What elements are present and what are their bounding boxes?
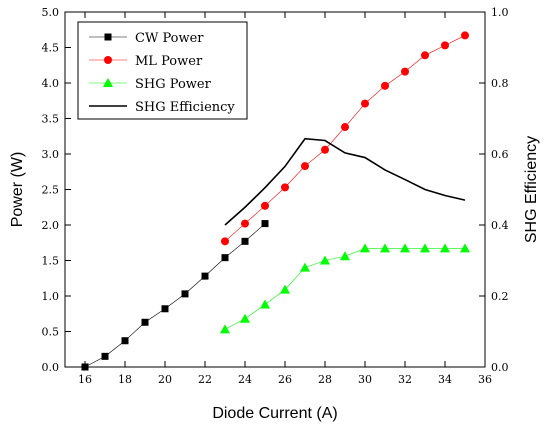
legend: CW Power ML Power SHG Power SHG Efficiency [78, 22, 247, 119]
y2-tick-label: 0.2 [491, 290, 509, 303]
shg-power-point [360, 243, 370, 252]
y2-tick-label: 0.8 [491, 77, 509, 90]
shg-power-point [260, 300, 270, 309]
shg-power-point [380, 243, 390, 252]
x-tick-label: 22 [198, 373, 212, 386]
ml-power-point [401, 68, 409, 76]
cw-power-point [142, 319, 149, 326]
shg-efficiency-line [225, 139, 465, 225]
cw-power-point [202, 273, 209, 280]
legend-cw-power-label: CW Power [135, 31, 204, 46]
x-tick-label: 16 [78, 373, 92, 386]
y-tick-label: 4.5 [42, 42, 60, 55]
x-tick-label: 26 [278, 373, 292, 386]
x-tick-label: 24 [238, 373, 252, 386]
cw-power-point [222, 254, 229, 261]
y2-axis-title: SHG Efficiency [523, 136, 540, 243]
shg-power-point [420, 243, 430, 252]
cw-power-point [102, 353, 109, 360]
y2-tick-label: 0.0 [491, 361, 509, 374]
shg-power-point [460, 243, 470, 252]
y-axis-title: Power (W) [9, 152, 26, 228]
y-tick-label: 4.0 [42, 77, 60, 90]
y2-tick-label: 0.4 [491, 219, 509, 232]
shg-power-point [400, 243, 410, 252]
shg-power-point [300, 263, 310, 272]
cw-power-point [82, 364, 89, 371]
y-tick-label: 1.0 [42, 290, 60, 303]
x-tick-label: 32 [398, 373, 412, 386]
y-tick-label: 0.0 [42, 361, 60, 374]
ml-power-point [301, 162, 309, 170]
shg-power-point [220, 324, 230, 333]
cw-power-point [162, 305, 169, 312]
y-tick-label: 2.5 [42, 184, 60, 197]
y-tick-label: 1.5 [42, 255, 60, 268]
x-tick-label: 20 [158, 373, 172, 386]
cw-power-point [242, 238, 249, 245]
shg-power-point [440, 243, 450, 252]
y-tick-label: 2.0 [42, 219, 60, 232]
ml-power-point [221, 237, 229, 245]
legend-shg-power-label: SHG Power [135, 77, 212, 92]
y2-tick-label: 1.0 [491, 6, 509, 19]
y-tick-label: 5.0 [42, 6, 60, 19]
cw-power-point [262, 220, 269, 227]
legend-shg-efficiency-label: SHG Efficiency [135, 100, 235, 115]
shg-power-point [240, 314, 250, 323]
ml-power-point [341, 123, 349, 131]
cw-power-point [182, 290, 189, 297]
ml-power-point [261, 202, 269, 210]
cw-power-point [122, 337, 129, 344]
y-tick-label: 0.5 [42, 326, 60, 339]
legend-ml-power-label: ML Power [135, 54, 203, 69]
ml-power-point [241, 220, 249, 228]
y2-tick-label: 0.6 [491, 148, 509, 161]
ml-power-point [281, 183, 289, 191]
ml-power-point [381, 82, 389, 90]
y-tick-label: 3.5 [42, 113, 60, 126]
x-tick-label: 34 [438, 373, 452, 386]
y-tick-label: 3.0 [42, 148, 60, 161]
ml-power-point [361, 100, 369, 108]
x-axis-title: Diode Current (A) [212, 405, 337, 422]
ml-power-point [421, 51, 429, 59]
x-tick-label: 18 [118, 373, 132, 386]
ml-power-point [321, 146, 329, 154]
x-tick-label: 30 [358, 373, 372, 386]
shg-power-line [225, 248, 465, 329]
cw-power-line [85, 224, 265, 367]
legend-ml-power-marker [104, 56, 112, 64]
ml-power-point [461, 31, 469, 39]
x-tick-label: 28 [318, 373, 332, 386]
ml-power-line [225, 35, 465, 241]
shg-power-point [340, 251, 350, 260]
ml-power-point [441, 41, 449, 49]
x-tick-label: 36 [478, 373, 492, 386]
legend-cw-power-marker [105, 34, 112, 41]
